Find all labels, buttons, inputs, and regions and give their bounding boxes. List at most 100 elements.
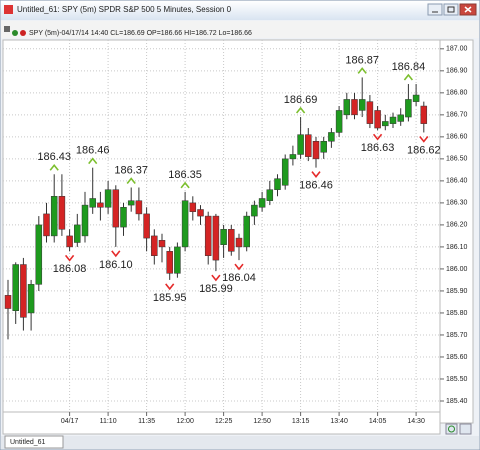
candle-body bbox=[50, 196, 58, 237]
candle-body bbox=[397, 114, 404, 122]
pivot-high-label: 186.46 bbox=[76, 145, 110, 157]
pivot-low-marker bbox=[234, 263, 244, 271]
pivot-low-marker bbox=[311, 171, 321, 178]
candle-body bbox=[35, 224, 43, 285]
pivot-low-marker bbox=[165, 283, 175, 291]
y-tick-label: 185.40 bbox=[446, 398, 468, 405]
candle-body bbox=[412, 94, 420, 102]
tab[interactable] bbox=[4, 435, 64, 449]
price-axis bbox=[439, 39, 474, 424]
candle-body bbox=[405, 99, 412, 118]
pivot-high-label: 186.69 bbox=[284, 94, 318, 106]
candle-body bbox=[74, 224, 81, 243]
y-tick-label: 186.90 bbox=[446, 68, 468, 75]
candle-body bbox=[389, 116, 397, 124]
candle-body bbox=[420, 105, 428, 124]
pivot-low-marker bbox=[419, 135, 429, 143]
info-bar bbox=[1, 21, 479, 38]
candle-body bbox=[374, 110, 381, 129]
pivot-high-label: 186.35 bbox=[168, 169, 202, 181]
x-tick-label: 13:15 bbox=[292, 418, 310, 425]
candle-body bbox=[289, 154, 297, 160]
candle-body bbox=[174, 246, 181, 274]
x-tick-label: 12:25 bbox=[215, 418, 233, 425]
pivot-low-label: 185.95 bbox=[153, 292, 187, 304]
candle-body bbox=[151, 235, 158, 256]
candle-body bbox=[143, 213, 150, 239]
pivot-high-marker bbox=[403, 73, 414, 81]
candle-body bbox=[89, 198, 96, 208]
x-tick-label: 11:10 bbox=[100, 418, 117, 425]
candle-body bbox=[4, 295, 12, 309]
candle-body bbox=[258, 198, 266, 208]
candle-body bbox=[320, 141, 327, 153]
candle-body bbox=[382, 121, 389, 127]
y-tick-label: 185.70 bbox=[446, 332, 468, 339]
candle-body bbox=[281, 158, 289, 186]
candle-body bbox=[351, 99, 358, 116]
x-tick-label: 14:30 bbox=[407, 418, 425, 425]
candle-body bbox=[243, 215, 250, 248]
pivot-low-marker bbox=[64, 254, 75, 262]
pivot-high-label: 186.43 bbox=[37, 151, 71, 163]
pivot-low-label: 186.04 bbox=[222, 272, 256, 284]
candle-body bbox=[335, 110, 343, 133]
info-icons[interactable] bbox=[4, 26, 26, 36]
pivot-high-marker bbox=[49, 163, 59, 171]
window-buttons[interactable] bbox=[427, 3, 477, 16]
candle-body bbox=[58, 196, 66, 230]
y-tick-label: 185.90 bbox=[446, 288, 468, 295]
candle-body bbox=[358, 99, 366, 111]
pivot-high-marker bbox=[126, 177, 136, 184]
y-tick-label: 186.00 bbox=[446, 266, 468, 273]
candle-body bbox=[12, 264, 19, 311]
x-tick-label: 12:50 bbox=[253, 418, 271, 425]
y-tick-label: 186.40 bbox=[446, 178, 468, 185]
plot-area bbox=[2, 39, 441, 413]
candle-body bbox=[312, 141, 320, 160]
title-bar bbox=[1, 1, 479, 20]
candle-body bbox=[266, 189, 274, 201]
candle-body bbox=[43, 213, 50, 237]
candle-body bbox=[328, 132, 335, 142]
tab-bar bbox=[1, 436, 479, 449]
pivot-low-marker bbox=[111, 250, 121, 258]
x-tick-label: 13:40 bbox=[330, 418, 348, 425]
candle-body bbox=[135, 200, 143, 215]
pivot-low-marker bbox=[372, 133, 383, 141]
pivot-high-label: 186.84 bbox=[392, 61, 426, 73]
pivot-low-marker bbox=[211, 274, 221, 282]
candle-body bbox=[204, 215, 212, 256]
candle-body bbox=[305, 134, 312, 157]
candle-body bbox=[366, 101, 374, 124]
candle-body bbox=[27, 284, 35, 314]
pivot-low-label: 186.10 bbox=[99, 259, 133, 271]
corner-buttons[interactable] bbox=[445, 423, 472, 435]
x-tick-label: 14:05 bbox=[369, 418, 387, 425]
candle-body bbox=[112, 189, 120, 228]
candle-body bbox=[104, 189, 112, 208]
candle-body bbox=[158, 240, 166, 248]
candle-body bbox=[297, 134, 304, 155]
pivot-high-marker bbox=[180, 181, 190, 189]
pivot-low-label: 186.46 bbox=[299, 180, 333, 192]
candle-body bbox=[189, 202, 197, 212]
candle-body bbox=[81, 204, 89, 237]
candle-body bbox=[228, 229, 235, 252]
x-tick-label: 04/17 bbox=[61, 418, 79, 425]
candle-body bbox=[212, 215, 220, 261]
info-line: SPY (5m)-04/17/14 14:40 CL=186.69 OP=186… bbox=[29, 30, 252, 37]
app-icon bbox=[4, 5, 13, 14]
candle-body bbox=[235, 237, 243, 248]
y-tick-label: 186.80 bbox=[446, 90, 468, 97]
y-tick-label: 186.10 bbox=[446, 244, 468, 251]
candle-body bbox=[220, 229, 227, 245]
tab-label[interactable]: Untitled_61 bbox=[10, 439, 46, 446]
y-tick-label: 185.50 bbox=[446, 376, 468, 383]
x-tick-label: 11:35 bbox=[138, 418, 155, 425]
candle-body bbox=[343, 99, 351, 116]
candle-body bbox=[97, 202, 104, 208]
candle-body bbox=[120, 207, 127, 228]
candle-body bbox=[66, 235, 73, 248]
y-tick-label: 186.60 bbox=[446, 134, 468, 141]
